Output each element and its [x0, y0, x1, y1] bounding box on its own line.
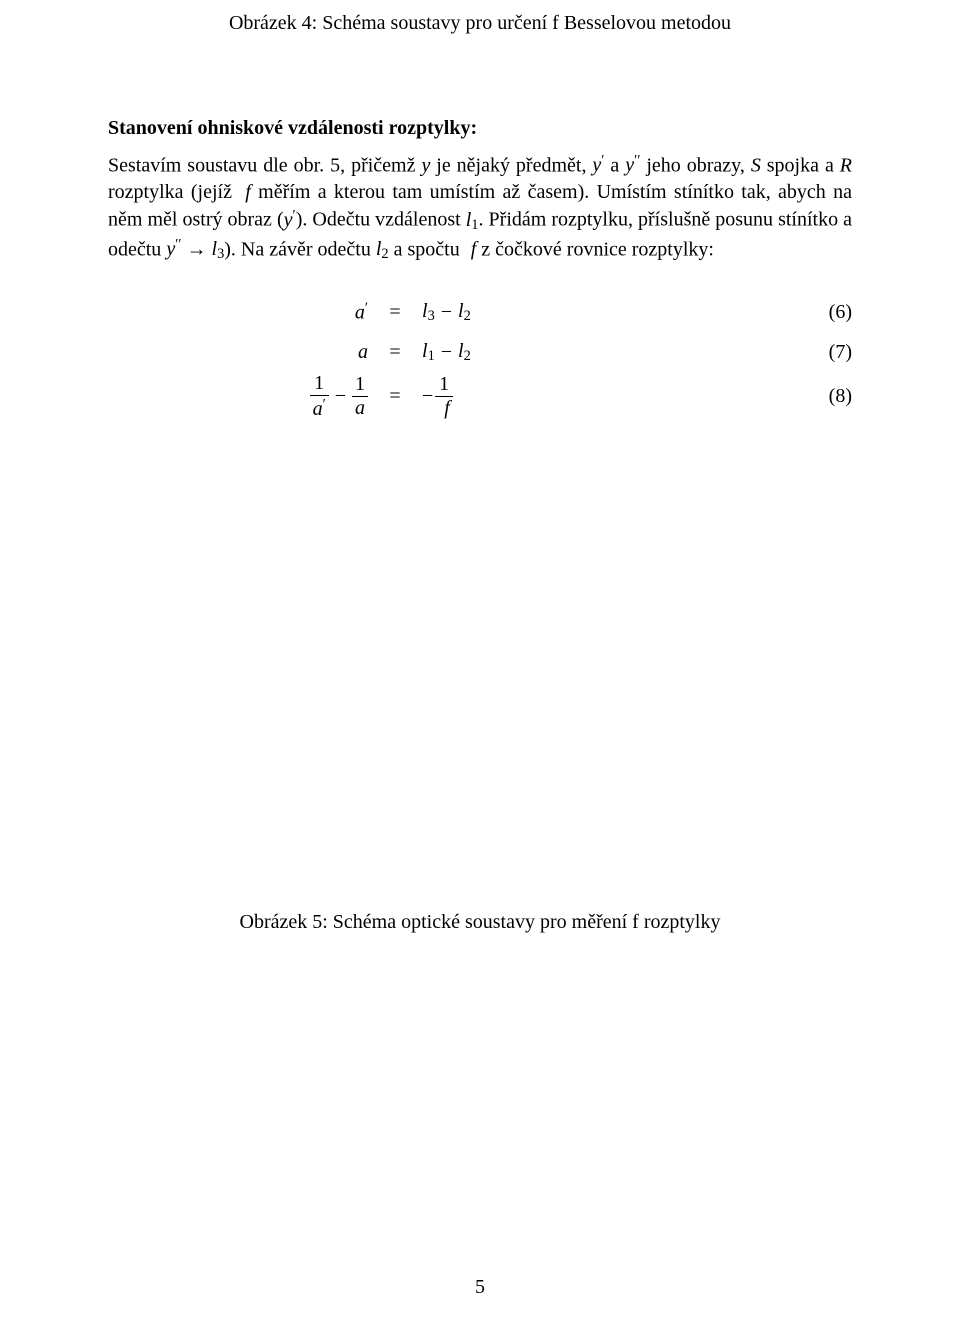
fraction: 1 a [352, 374, 368, 419]
var-y: y [421, 154, 430, 176]
var-S: S [751, 154, 761, 176]
body-paragraph: Sestavím soustavu dle obr. 5, přičemž y … [108, 152, 852, 265]
figure-4-caption: Obrázek 4: Schéma soustavy pro určení f … [108, 10, 852, 37]
var-f: f [239, 181, 251, 203]
text: ). Odečtu vzdálenost [296, 209, 466, 231]
equation-lhs: a′ [108, 299, 368, 326]
text: je nějaký předmět, [430, 154, 592, 176]
equation-lhs: a [108, 339, 368, 366]
equals-sign: = [368, 339, 422, 366]
var-y-prime-2: y′ [284, 209, 296, 231]
equals-sign: = [368, 383, 422, 410]
text: rozptylka (jejíž [108, 181, 239, 203]
equation-lhs: 1 a′ − 1 a [108, 373, 368, 419]
fraction: 1 a′ [310, 373, 329, 419]
text: a spočtu [389, 238, 465, 260]
var-l2: l2 [376, 238, 389, 260]
text: jeho obrazy, [640, 154, 750, 176]
equation-rhs: l3 − l2 [422, 298, 792, 327]
var-R: R [840, 154, 852, 176]
fraction: 1 f [435, 374, 453, 419]
equation-number: (8) [792, 383, 852, 410]
var-y-prime: y′ [592, 154, 604, 176]
equation-block: a′ = l3 − l2 (6) a = l1 − l2 [108, 293, 852, 421]
var-l1: l1 [466, 209, 479, 231]
figure-placeholder-space [108, 421, 852, 901]
equation-number: (6) [792, 299, 852, 326]
var-l3: l3 [212, 238, 225, 260]
equation-rhs: l1 − l2 [422, 338, 792, 367]
equation-8: 1 a′ − 1 a = − 1 f (8) [108, 373, 852, 421]
text: z čočkové rovnice rozptylky: [476, 238, 714, 260]
text: spojka a [761, 154, 840, 176]
var-y-dprime-2: y′′ [166, 238, 181, 260]
equation-6: a′ = l3 − l2 (6) [108, 293, 852, 333]
page: Obrázek 4: Schéma soustavy pro určení f … [0, 0, 960, 1323]
figure-5-caption: Obrázek 5: Schéma optické soustavy pro m… [108, 909, 852, 936]
equation-number: (7) [792, 339, 852, 366]
text: ). Na závěr odečtu [224, 238, 376, 260]
section-heading: Stanovení ohniskové vzdálenosti rozptylk… [108, 115, 852, 142]
text: Sestavím soustavu dle obr. 5, přičemž [108, 154, 421, 176]
var-y-dprime: y′′ [625, 154, 640, 176]
text: a [604, 154, 625, 176]
equation-rhs: − 1 f [422, 374, 792, 419]
equation-7: a = l1 − l2 (7) [108, 333, 852, 373]
text: → [182, 238, 212, 260]
var-f-2: f [465, 238, 477, 260]
equals-sign: = [368, 299, 422, 326]
page-number: 5 [0, 1274, 960, 1301]
